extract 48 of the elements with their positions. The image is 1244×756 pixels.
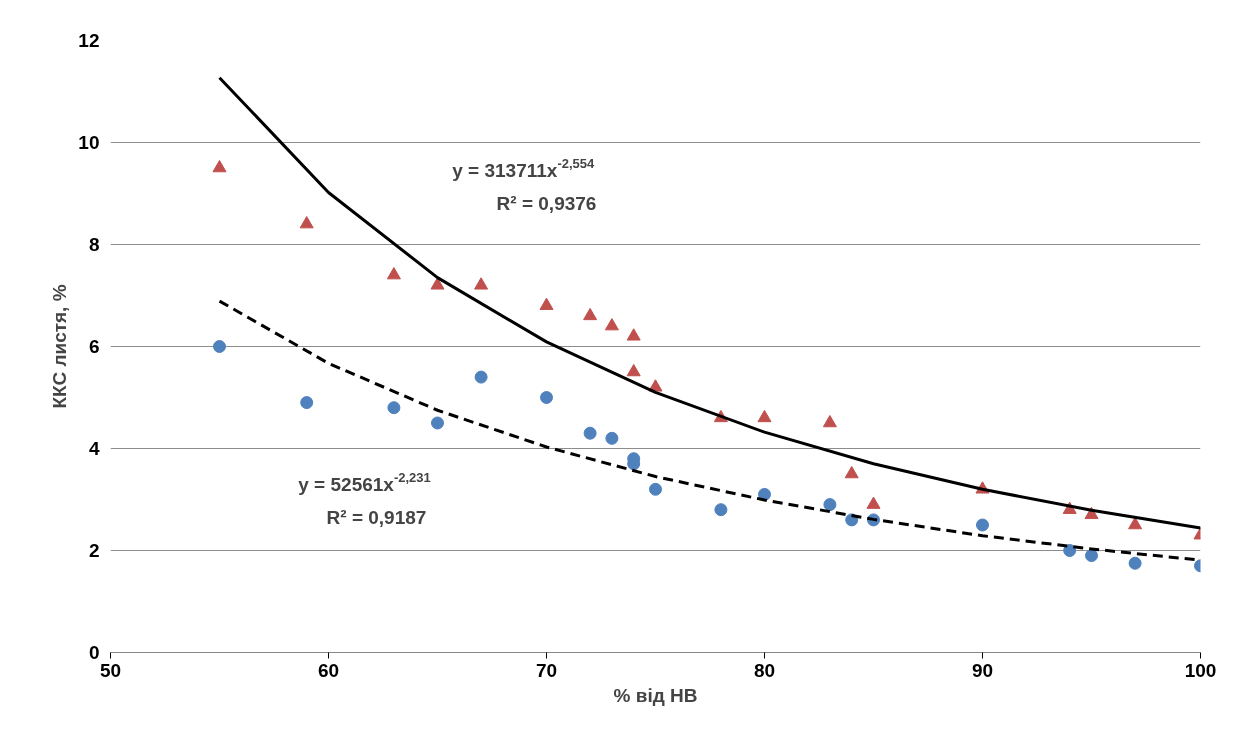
point bbox=[976, 518, 989, 532]
point bbox=[605, 431, 619, 445]
point bbox=[1085, 549, 1098, 563]
x-tick-label: 100 bbox=[1184, 659, 1217, 681]
x-tick-label: 80 bbox=[753, 659, 776, 681]
x-tick-label: 90 bbox=[971, 659, 994, 681]
point bbox=[844, 465, 859, 479]
annotation: R² = 0,9376 bbox=[496, 193, 597, 215]
point bbox=[583, 426, 597, 440]
point bbox=[299, 216, 314, 229]
point bbox=[823, 498, 837, 512]
point bbox=[1128, 516, 1143, 530]
point bbox=[431, 416, 444, 430]
y-tick-label: 8 bbox=[88, 234, 100, 255]
y-tick-label: 10 bbox=[78, 132, 100, 153]
point bbox=[757, 409, 772, 423]
point bbox=[540, 391, 553, 404]
point bbox=[604, 318, 619, 331]
point bbox=[474, 277, 489, 290]
point bbox=[387, 401, 401, 415]
point bbox=[626, 363, 641, 377]
y-tick-label: 0 bbox=[88, 642, 100, 663]
point bbox=[300, 396, 314, 410]
point bbox=[386, 267, 401, 280]
point bbox=[213, 340, 226, 353]
point bbox=[212, 159, 227, 173]
x-tick-label: 60 bbox=[317, 659, 340, 681]
x-tick-label: 70 bbox=[535, 659, 558, 681]
annotation: R² = 0,9187 bbox=[326, 506, 427, 528]
point bbox=[1063, 544, 1077, 557]
point bbox=[430, 277, 445, 290]
point bbox=[474, 370, 488, 384]
point bbox=[1128, 556, 1142, 570]
y-tick-label: 6 bbox=[88, 336, 100, 357]
point bbox=[649, 482, 662, 496]
y-tick-label: 12 bbox=[78, 30, 100, 51]
point bbox=[758, 487, 771, 501]
point bbox=[583, 307, 598, 321]
point bbox=[539, 297, 554, 310]
y-tick-label: 4 bbox=[88, 438, 100, 459]
point bbox=[626, 328, 641, 341]
y-tick-label: 2 bbox=[88, 540, 100, 561]
point bbox=[822, 414, 837, 428]
y-axis-title: ККС листя, % bbox=[49, 284, 71, 409]
point bbox=[714, 503, 728, 517]
point bbox=[866, 496, 881, 509]
x-axis-title: % від НВ bbox=[613, 684, 698, 706]
x-tick-label: 50 bbox=[99, 659, 122, 681]
